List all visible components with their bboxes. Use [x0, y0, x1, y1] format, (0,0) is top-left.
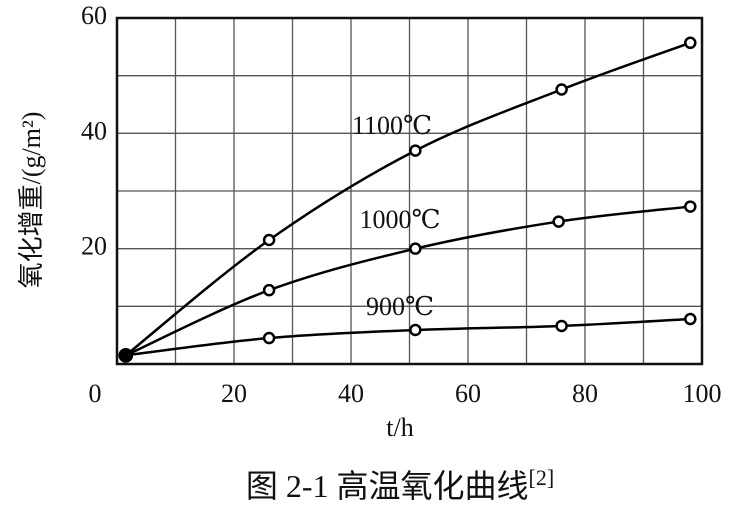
- series-line: [125, 317, 691, 357]
- data-point: [684, 312, 697, 326]
- y-axis-label: 氧化增重/(g/m²): [17, 112, 46, 289]
- x-tick-label: 0: [89, 379, 102, 408]
- series-label: 1100℃: [352, 111, 432, 140]
- x-tick-label: 60: [455, 379, 481, 408]
- data-point: [684, 200, 697, 213]
- data-point: [555, 83, 568, 96]
- data-point: [262, 283, 276, 297]
- x-tick-label: 100: [683, 379, 722, 408]
- data-point: [552, 215, 565, 228]
- data-point: [262, 233, 276, 247]
- caption: 图 2-1 高温氧化曲线[2]: [246, 465, 554, 504]
- caption-ref: [2]: [529, 465, 555, 490]
- x-axis-label: t/h: [386, 413, 413, 442]
- data-point: [409, 242, 422, 255]
- data-point: [262, 331, 276, 345]
- plot-frame: [115, 16, 704, 366]
- x-tick-label: 20: [221, 379, 247, 408]
- data-point: [118, 348, 134, 363]
- data-point: [684, 36, 697, 50]
- x-tick-label: 40: [338, 379, 364, 408]
- data-point: [409, 323, 422, 337]
- y-tick-label: 20: [81, 232, 107, 261]
- data-point: [555, 319, 568, 333]
- series-label: 900℃: [366, 292, 434, 321]
- series-label: 1000℃: [359, 205, 440, 234]
- y-tick-label: 60: [81, 1, 107, 30]
- x-tick-label: 80: [572, 379, 598, 408]
- y-tick-label: 40: [81, 116, 107, 145]
- caption-text: 图 2-1 高温氧化曲线: [246, 468, 529, 504]
- data-point: [409, 144, 422, 157]
